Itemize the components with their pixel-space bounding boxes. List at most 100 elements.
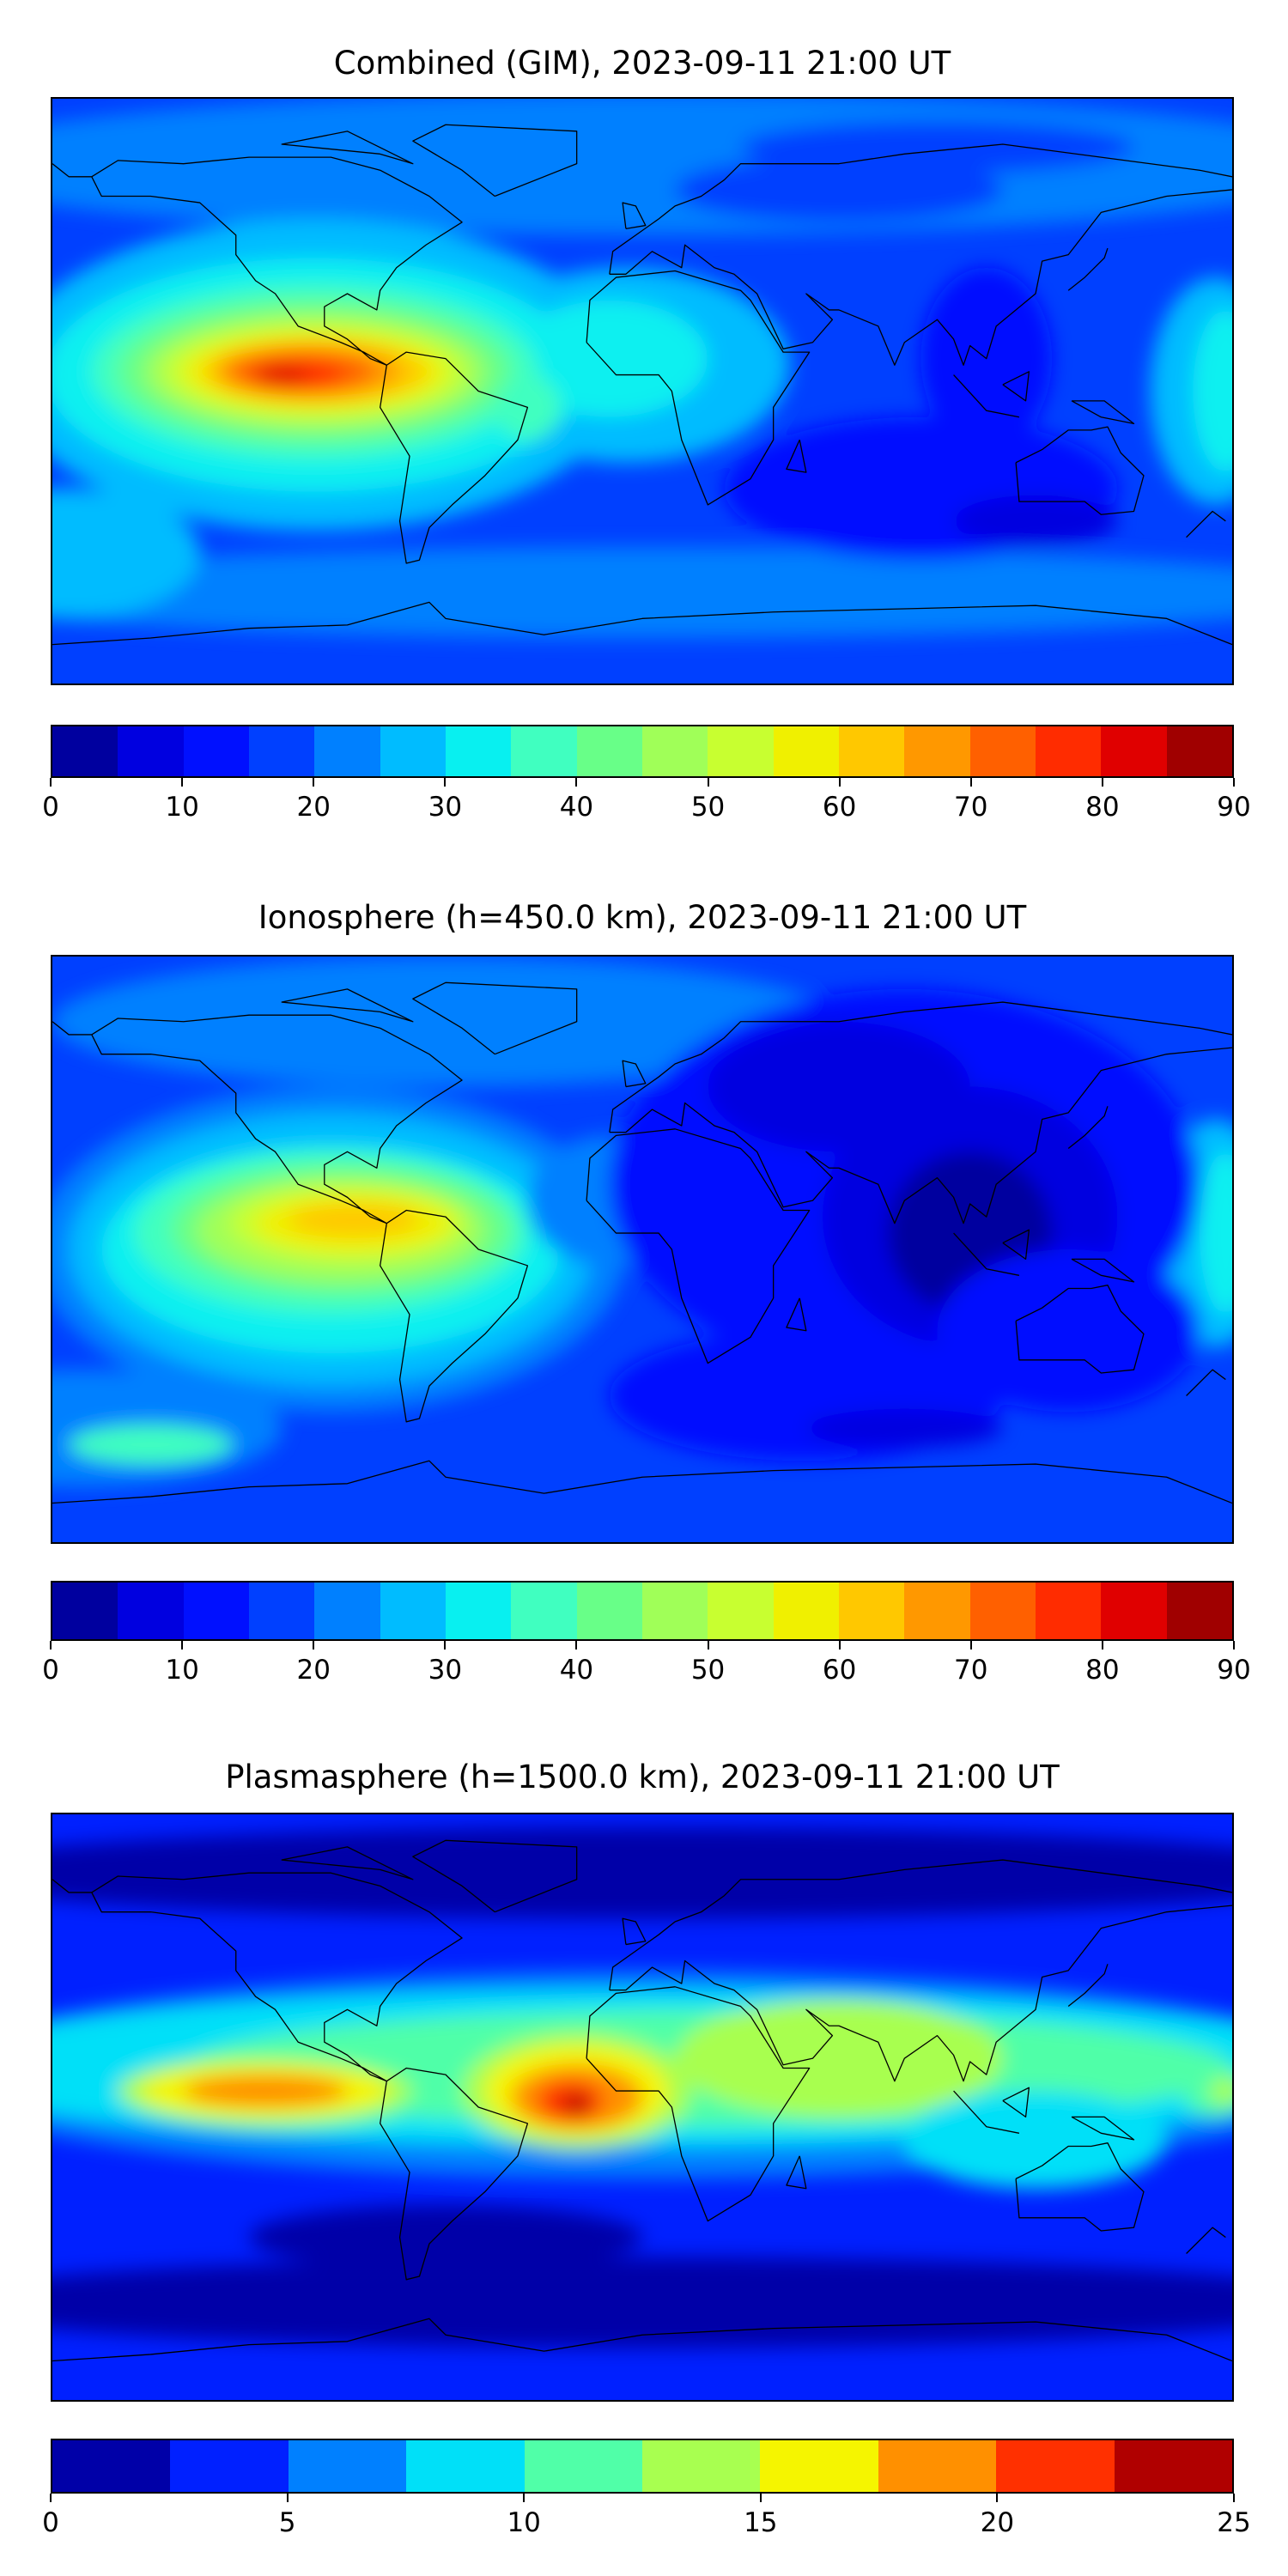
- colorbar-segment: [1166, 1583, 1232, 1639]
- colorbar-tick-label: 80: [1085, 1655, 1120, 1686]
- coastline: [92, 157, 462, 365]
- coastline: [586, 271, 810, 505]
- colorbar-segment: [52, 726, 118, 776]
- colorbar-ticks-ionosphere: 0 10 20 30 40 50 60 70 80 90: [42, 1641, 1251, 1692]
- coastline: [1003, 2087, 1030, 2117]
- coastline: [610, 1048, 1232, 1224]
- coastline: [92, 1873, 462, 2081]
- colorbar-tick-label: 5: [278, 2507, 296, 2538]
- coastline: [1187, 511, 1226, 537]
- coastline: [1003, 1230, 1030, 1259]
- title-ionosphere: Ionosphere (h=450.0 km), 2023-09-11 21:0…: [258, 899, 1027, 936]
- colorbar-segment: [642, 2440, 761, 2492]
- colorbar-segment: [52, 2440, 171, 2492]
- colorbar-segment: [183, 1583, 249, 1639]
- colorbar-tick-label: 25: [1217, 2507, 1251, 2538]
- colorbar-segment: [380, 726, 446, 776]
- title-plasmasphere: Plasmasphere (h=1500.0 km), 2023-09-11 2…: [225, 1759, 1060, 1795]
- colorbar-segment: [248, 1583, 315, 1639]
- colorbar-segment: [1101, 1583, 1167, 1639]
- contour-level-region: [52, 1827, 1232, 1919]
- colorbar-segment: [1101, 726, 1167, 776]
- colorbar-tick: [838, 1641, 841, 1649]
- colorbar-segment: [838, 1583, 905, 1639]
- colorbar-tick-label: 50: [690, 792, 726, 823]
- contour-level-region: [675, 1999, 1003, 2117]
- colorbar-tick-label: 80: [1085, 792, 1120, 823]
- colorbar-segment: [1035, 726, 1102, 776]
- coastline: [52, 1880, 92, 1893]
- map-plasmasphere: [51, 1813, 1234, 2402]
- colorbar-segment: [1166, 726, 1232, 776]
- coastline: [1072, 2117, 1134, 2140]
- contour-level-region: [1182, 2064, 1232, 2117]
- colorbar-tick: [1101, 778, 1103, 787]
- colorbar-tick: [286, 2494, 289, 2502]
- coastline: [954, 375, 1019, 417]
- colorbar-tick: [1233, 778, 1235, 787]
- colorbar-segment: [576, 1583, 642, 1639]
- coastline: [52, 1461, 1232, 1503]
- contour-level-region: [52, 957, 839, 1087]
- colorbar-segment: [773, 1583, 839, 1639]
- contour-level-region: [69, 1425, 233, 1465]
- colorbar-segment: [445, 1583, 512, 1639]
- colorbar-tick: [50, 1641, 52, 1649]
- colorbar-tick: [523, 2494, 526, 2502]
- coastline: [787, 440, 806, 472]
- coastline: [413, 125, 577, 196]
- colorbar-segment: [445, 726, 512, 776]
- coastline: [787, 2156, 806, 2189]
- contour-level-region: [953, 495, 1118, 548]
- colorbar-tick: [707, 1641, 709, 1649]
- contour-fill-group: [52, 1827, 1232, 2348]
- coastline: [586, 1987, 810, 2221]
- coastline: [610, 1860, 1232, 1990]
- contour-fill-group: [52, 99, 1232, 639]
- colorbar-plasmasphere: [51, 2439, 1234, 2494]
- colorbar-tick: [838, 778, 841, 787]
- colorbar-segment: [183, 726, 249, 776]
- coastline: [1187, 1370, 1226, 1395]
- colorbar-tick: [444, 778, 447, 787]
- colorbar-segment: [511, 1583, 577, 1639]
- colorbar-tick: [1233, 2494, 1235, 2502]
- contour-level-region: [511, 300, 708, 417]
- colorbar-segment: [708, 726, 774, 776]
- colorbar-tick: [1233, 1641, 1235, 1649]
- coastline: [1068, 248, 1108, 290]
- coastline: [1072, 1259, 1134, 1282]
- colorbar-segment: [248, 726, 315, 776]
- colorbar-tick: [759, 2494, 762, 2502]
- colorbar-tick-label: 20: [980, 2507, 1015, 2538]
- coastline: [1068, 1106, 1108, 1148]
- coastline: [954, 1233, 1019, 1275]
- coastline: [282, 989, 413, 1022]
- colorbar-segment: [969, 1583, 1036, 1639]
- colorbar-segment: [904, 726, 970, 776]
- colorbar-tick-label: 30: [428, 1655, 463, 1686]
- colorbar-tick-label: 0: [42, 1655, 59, 1686]
- colorbar-tick: [50, 2494, 52, 2502]
- coastline: [380, 1211, 528, 1422]
- colorbar-ionosphere: [51, 1581, 1234, 1641]
- coastline: [1016, 2143, 1144, 2231]
- coastline: [380, 2069, 528, 2280]
- colorbar-tick: [575, 778, 578, 787]
- colorbar-tick-label: 20: [296, 792, 331, 823]
- colorbar-segment: [170, 2440, 289, 2492]
- colorbar-segment: [52, 1583, 118, 1639]
- colorbar-tick-label: 15: [744, 2507, 778, 2538]
- colorbar-segment: [406, 2440, 525, 2492]
- colorbar-tick: [50, 778, 52, 787]
- colorbar-tick-label: 40: [559, 792, 594, 823]
- colorbar-segment: [314, 726, 380, 776]
- contour-level-region: [249, 2204, 642, 2270]
- colorbar-segment: [708, 1583, 774, 1639]
- coastline: [610, 1905, 1232, 2081]
- colorbar-segment: [511, 726, 577, 776]
- coastline: [1068, 1964, 1108, 2006]
- coastline: [1016, 427, 1144, 514]
- contour-level-region: [1199, 1151, 1232, 1315]
- coastline: [1003, 372, 1030, 401]
